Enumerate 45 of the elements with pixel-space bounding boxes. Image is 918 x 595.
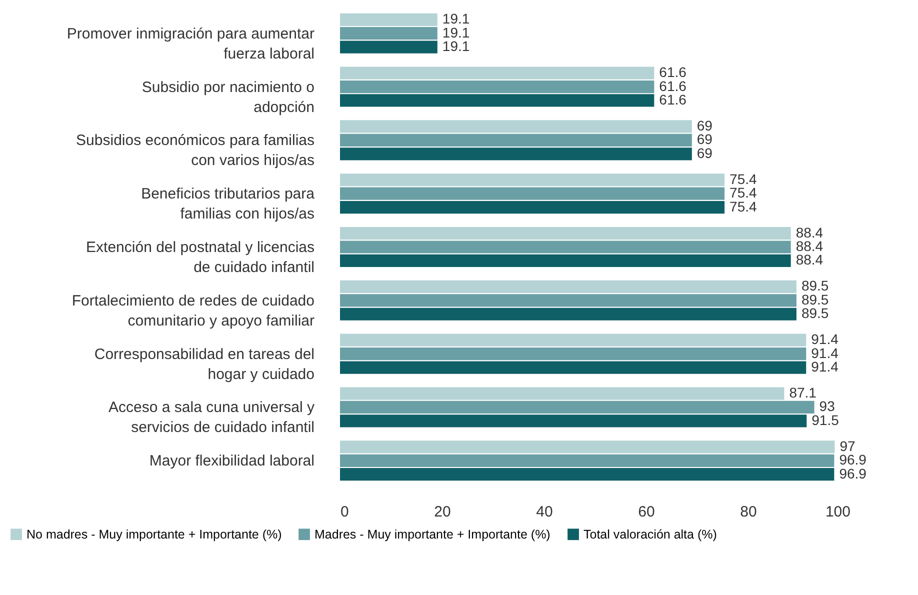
data-label: 69	[696, 131, 713, 148]
data-label: 87.1	[789, 384, 817, 401]
data-label: 19.1	[442, 24, 470, 40]
y-tick-label: Promover inmigración para aumentar fuerza laboral	[66, 25, 314, 62]
x-tick-label: 80	[740, 504, 757, 520]
x-tick-label: 0	[340, 504, 349, 520]
x-tick-label: 40	[536, 504, 553, 520]
legend-label: Total valoración alta (%)	[584, 527, 717, 542]
data-label: 19.1	[442, 10, 470, 27]
x-tick-label: 100	[825, 504, 850, 520]
data-label: 91.4	[811, 331, 839, 348]
data-label: 61.6	[659, 64, 687, 80]
data-label: 69	[696, 144, 713, 161]
data-label: 93	[819, 398, 836, 414]
data-label: 91.4	[811, 358, 839, 375]
x-tick-label: 20	[434, 504, 451, 520]
data-label: 61.6	[659, 78, 687, 94]
data-label: 61.6	[659, 91, 687, 108]
y-tick-label: Corresponsabilidad en tareas del hogar y cuidado	[94, 346, 314, 383]
y-tick-label: Subsidios económicos para familias con varios hijos/as	[76, 132, 314, 170]
legend-label: Madres - Muy importante + Importante (%)	[314, 527, 550, 542]
data-label: 75.4	[730, 170, 757, 187]
data-label: 69	[696, 117, 713, 134]
data-label: 88.4	[796, 224, 824, 240]
data-label: 88.4	[796, 238, 824, 254]
y-tick-label: Subsidio por nacimiento o adopción	[142, 78, 314, 116]
data-label: 75.4	[730, 184, 757, 201]
data-label: 96.9	[839, 452, 867, 468]
data-label: 19.1	[442, 38, 470, 54]
data-label: 91.4	[811, 344, 839, 361]
y-tick-label: Beneficios tributarios para familias con hijos/as	[141, 186, 316, 223]
data-label: 91.5	[812, 412, 840, 428]
y-tick-label: Acceso a sala cuna universal y servicios de cuidado infantil	[108, 399, 315, 436]
data-label: 75.4	[730, 198, 757, 214]
y-tick-label: Fortalecimiento de redes de cuidado comunitario y apoyo familiar	[72, 292, 314, 330]
x-tick-label: 60	[638, 504, 655, 520]
y-tick-label: Extención del postnatal y licencias de cuidado infantil	[86, 239, 314, 276]
data-label: 89.5	[801, 278, 829, 294]
legend-label: No madres - Muy importante + Importante (%)	[26, 527, 282, 542]
data-label: 96.9	[839, 465, 867, 482]
data-label: 89.5	[801, 305, 829, 322]
data-label: 88.4	[796, 252, 824, 268]
y-tick-label: Mayor flexibilidad laboral	[149, 452, 314, 470]
data-label: 89.5	[801, 291, 829, 308]
data-label: 97	[840, 438, 856, 454]
